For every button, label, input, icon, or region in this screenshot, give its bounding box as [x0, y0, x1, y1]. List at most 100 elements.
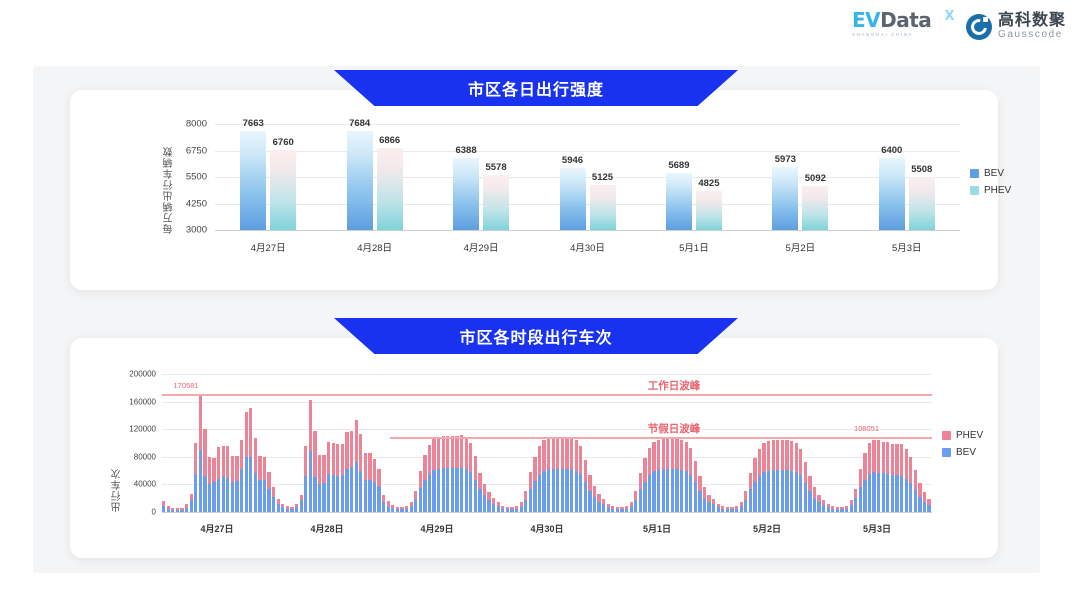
- section-title-hourly-trips: 市区各时段出行车次: [334, 318, 738, 354]
- chart2-bar-segment-phev: [666, 438, 670, 470]
- chart2-bar-segment-phev: [808, 476, 812, 492]
- chart2-bar-segment-bev: [721, 508, 725, 512]
- chart2-bar-segment-phev: [588, 474, 592, 491]
- chart2-hour-bar: [826, 503, 830, 512]
- chart1-legend-item-bev[interactable]: BEV: [970, 168, 1011, 179]
- chart2-hour-bar: [629, 501, 633, 512]
- chart2-hour-bar: [583, 459, 587, 512]
- chart2-bar-segment-bev: [349, 467, 354, 512]
- chart2-bar-segment-phev: [363, 452, 367, 481]
- chart2-bar-segment-bev: [203, 476, 207, 512]
- chart2-hour-bar: [702, 487, 707, 512]
- chart2-bar-segment-phev: [822, 500, 826, 506]
- chart2-hour-bar: [212, 458, 216, 512]
- chart2-hour-bar: [510, 507, 514, 512]
- chart2-hour-bar: [748, 473, 752, 512]
- chart2-bar-segment-phev: [441, 436, 445, 468]
- chart1-bar-bev: [665, 173, 692, 230]
- chart2-bar-segment-bev: [716, 507, 720, 512]
- chart2-bar-segment-phev: [611, 505, 615, 509]
- evdata-logo-wordmark: EVData X: [852, 9, 954, 30]
- chart2-legend-item-phev[interactable]: PHEV: [942, 430, 983, 441]
- chart2-hour-bar: [239, 439, 244, 512]
- chart2-bar-segment-bev: [482, 495, 487, 512]
- chart2-x-label: 4月29日: [420, 524, 454, 534]
- chart2-hour-bar: [863, 453, 867, 512]
- chart2-hour-bar: [647, 447, 652, 512]
- chart2-bar-segment-phev: [427, 445, 432, 475]
- chart2-hour-bar: [198, 394, 202, 512]
- chart2-bar-segment-bev: [184, 507, 189, 512]
- chart2-plot-area: [162, 374, 932, 512]
- chart2-hour-bar: [822, 500, 826, 512]
- chart2-bar-segment-phev: [294, 503, 299, 508]
- chart2-bar-segment-bev: [867, 474, 872, 512]
- chart2-hour-bar: [203, 429, 207, 512]
- chart2-bar-segment-bev: [922, 501, 927, 512]
- chart2-gridline: [162, 429, 932, 431]
- chart2-legend-item-bev[interactable]: BEV: [942, 447, 983, 458]
- chart2-bar-segment-bev: [762, 471, 766, 512]
- chart2-bar-segment-phev: [771, 440, 775, 470]
- chart2-hour-bar: [217, 447, 221, 512]
- chart2-bar-segment-bev: [835, 509, 840, 512]
- chart2-hour-bar: [657, 439, 661, 512]
- chart2-bar-segment-phev: [368, 453, 372, 480]
- chart2-hour-bar: [684, 441, 688, 512]
- chart1-x-label: 5月1日: [679, 243, 709, 254]
- chart2-bar-segment-phev: [615, 507, 620, 510]
- chart2-bar-segment-phev: [565, 437, 569, 469]
- chart2-bar-segment-phev: [744, 491, 748, 500]
- chart2-hour-bar: [661, 438, 665, 512]
- chart2-hour-bar: [569, 438, 574, 512]
- chart2-bar-segment-bev: [175, 509, 180, 512]
- chart2-hour-bar: [313, 431, 317, 512]
- chart2-bar-segment-phev: [638, 473, 642, 490]
- chart2-bar-segment-phev: [317, 454, 322, 484]
- chart2-bar-segment-bev: [276, 503, 280, 512]
- chart1-legend-item-phev[interactable]: PHEV: [970, 185, 1011, 196]
- chart2-hour-bar: [592, 485, 597, 512]
- chart1-plot-area: 7663 6760 7684 6866 6388 5578 5946 5125 5689 4825…: [215, 118, 960, 230]
- chart2-hour-bar: [469, 443, 473, 512]
- chart2-hour-bar: [547, 438, 551, 512]
- chart2-legend: PHEV BEV: [942, 430, 983, 464]
- chart1-bar-bev: [453, 158, 480, 230]
- chart1-gridline: [215, 177, 960, 178]
- chart2-bar-segment-bev: [244, 456, 248, 512]
- chart2-bar-segment-bev: [817, 502, 821, 512]
- chart2-y-tick: 120000: [129, 424, 156, 434]
- chart2-bar-segment-phev: [331, 443, 335, 475]
- chart2-hour-bar: [308, 400, 312, 512]
- chart1-bar-value: 7663: [242, 118, 264, 130]
- chart2-hour-bar: [624, 505, 629, 512]
- chart2-bar-segment-bev: [492, 503, 496, 512]
- chart2-bar-segment-bev: [785, 469, 789, 512]
- chart1-bar-value: 6760: [272, 137, 294, 149]
- chart2-hour-bar: [478, 472, 482, 512]
- chart2-y-axis-title: 出行车次: [112, 468, 123, 512]
- chart2-bar-segment-bev: [822, 505, 826, 512]
- chart2-bar-segment-phev: [551, 437, 555, 469]
- chart1-bar-phev: [376, 148, 403, 230]
- chart2-bar-segment-phev: [262, 456, 267, 481]
- chart2-hour-bar: [762, 443, 766, 512]
- chart2-bar-segment-phev: [285, 506, 290, 509]
- chart1-bar-value: 6400: [881, 144, 903, 156]
- chart2-bar-segment-bev: [198, 449, 202, 512]
- chart2-hour-bar: [918, 483, 922, 512]
- chart2-x-label: 4月28日: [310, 524, 344, 534]
- chart2-bar-segment-bev: [363, 480, 367, 512]
- chart2-hour-bar: [327, 442, 331, 512]
- chart2-bar-segment-bev: [304, 476, 308, 512]
- chart2-hour-bar: [340, 444, 345, 512]
- chart2-hour-bar: [244, 411, 248, 512]
- chart2-bar-segment-bev: [524, 499, 528, 512]
- chart2-bar-segment-bev: [725, 509, 730, 512]
- chart2-bar-segment-phev: [597, 494, 601, 502]
- chart2-bar-segment-phev: [496, 502, 500, 507]
- chart2-bar-segment-bev: [592, 496, 597, 512]
- chart2-bar-segment-bev: [262, 480, 267, 512]
- chart2-bar-segment-phev: [762, 443, 766, 472]
- chart2-bar-segment-phev: [171, 507, 175, 510]
